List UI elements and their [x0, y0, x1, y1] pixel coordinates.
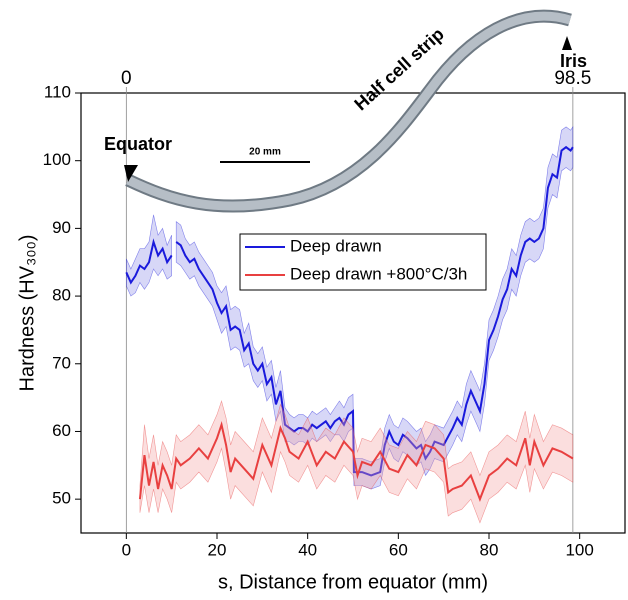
y-tick-label: 100 [43, 150, 71, 169]
x-axis-label: s, Distance from equator (mm) [218, 571, 488, 593]
error-band [139, 399, 574, 524]
error-band [126, 214, 172, 297]
legend-label: Deep drawn [290, 236, 382, 255]
y-tick-label: 50 [52, 489, 71, 508]
iris-label: Iris [560, 51, 587, 71]
top-tick-label: 0 [121, 68, 132, 89]
series-line [125, 145, 574, 477]
legend-label: Deep drawn +800°C/3h [290, 264, 467, 283]
iris-arrow [562, 36, 572, 50]
top-tick-label: 98.5 [554, 68, 591, 89]
x-tick-label: 100 [565, 540, 593, 559]
x-tick-label: 40 [298, 540, 317, 559]
plot-frame [80, 92, 626, 534]
y-tick-label: 80 [52, 286, 71, 305]
scale-label: 20 mm [249, 147, 281, 158]
x-tick-label: 20 [208, 540, 227, 559]
y-axis-label: Hardness (HV₃₀₀) [16, 234, 38, 391]
x-tick-label: 60 [389, 540, 408, 559]
x-tick-label: 0 [122, 540, 131, 559]
y-tick-label: 90 [52, 218, 71, 237]
y-tick-label: 60 [52, 421, 71, 440]
strip-label: Half cell strip [350, 24, 447, 115]
equator-label: Equator [104, 134, 172, 154]
y-tick-label: 110 [44, 82, 71, 101]
x-tick-label: 80 [480, 540, 499, 559]
equator-arrow [124, 165, 138, 182]
legend-box [239, 233, 487, 291]
series-line [138, 420, 574, 502]
strip-face [126, 11, 572, 211]
y-tick-label: 70 [52, 353, 71, 372]
legend: Deep drawn Deep drawn +800°C/3h [239, 233, 487, 291]
